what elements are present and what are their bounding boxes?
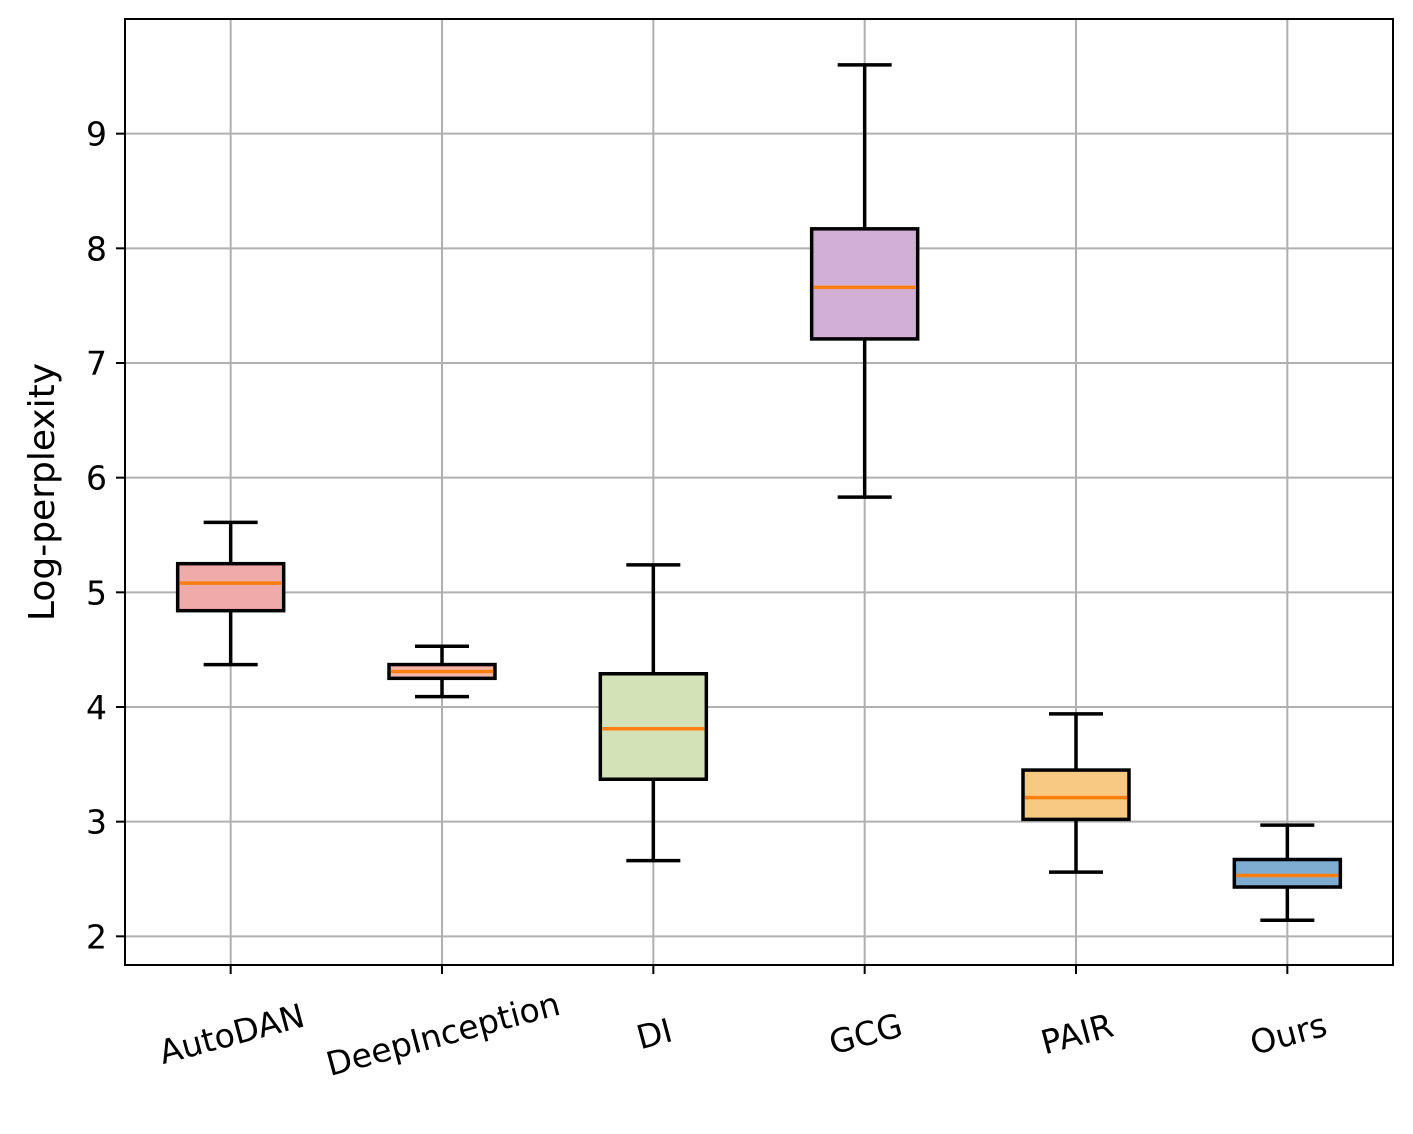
- y-tick-label: 5: [86, 573, 107, 612]
- box-deepinception: [387, 644, 497, 699]
- x-tick-label: PAIR: [1037, 1006, 1118, 1063]
- box-series: [175, 63, 1343, 923]
- y-tick-label: 2: [86, 917, 107, 956]
- y-axis-label: Log-perplexity: [22, 363, 63, 621]
- iqr-box: [175, 561, 286, 613]
- y-tick-label: 9: [86, 115, 107, 154]
- iqr-box: [1021, 768, 1131, 822]
- y-tick-label: 8: [86, 229, 107, 268]
- plot-frame: [124, 18, 1394, 966]
- x-tick-label: AutoDAN: [155, 996, 309, 1072]
- box-pair: [1021, 712, 1131, 874]
- box-ours: [1232, 823, 1343, 923]
- box-gcg: [809, 63, 920, 499]
- iqr-box: [598, 671, 709, 781]
- x-tick-label: GCG: [825, 1005, 907, 1062]
- y-tick-label: 6: [86, 459, 107, 498]
- x-tick-label: Ours: [1246, 1005, 1331, 1063]
- y-tick-label: 3: [86, 803, 107, 842]
- iqr-box: [1232, 857, 1343, 889]
- x-tick-label: DI: [632, 1011, 676, 1058]
- grid-lines: [125, 19, 1393, 965]
- x-tick-label: DeepInception: [322, 984, 564, 1084]
- y-tick-label: 7: [86, 344, 107, 383]
- y-tick-label: 4: [86, 688, 107, 727]
- box-di: [598, 563, 709, 863]
- box-autodan: [175, 520, 286, 667]
- iqr-box: [809, 227, 920, 341]
